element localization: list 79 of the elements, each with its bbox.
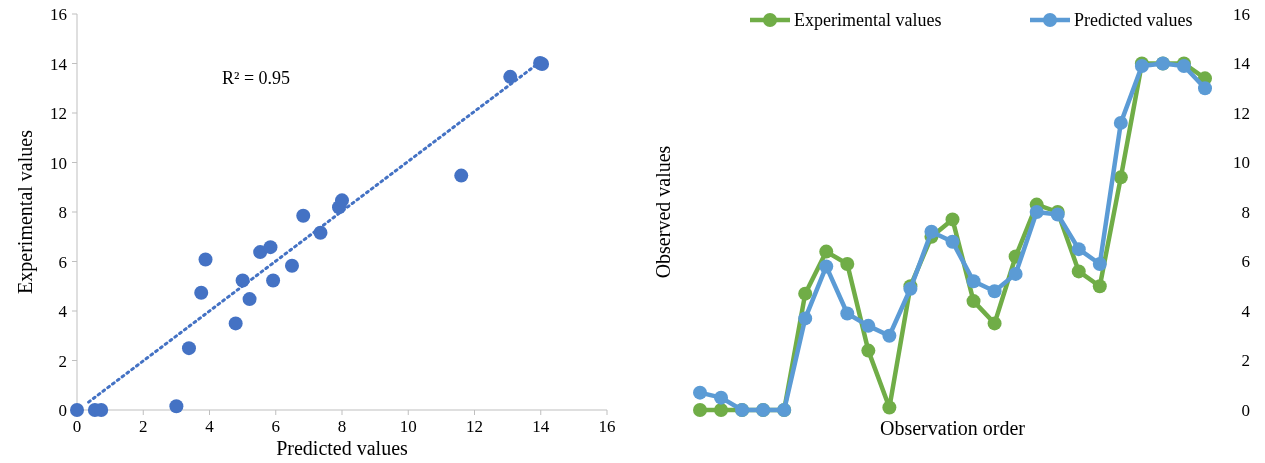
point	[198, 252, 213, 267]
y-tick-label: 8	[1241, 202, 1250, 222]
point	[798, 286, 813, 301]
point	[819, 244, 834, 259]
point	[1008, 266, 1023, 281]
y-tick-label: 16	[1233, 4, 1250, 24]
point	[1092, 279, 1107, 294]
point	[924, 224, 939, 239]
point	[263, 240, 278, 255]
point	[840, 256, 855, 271]
point	[284, 258, 299, 273]
point	[1113, 115, 1128, 130]
point	[194, 285, 209, 300]
point	[840, 306, 855, 321]
y-tick-label: 14	[1233, 54, 1251, 73]
y-tick-label: 16	[50, 5, 67, 24]
y-tick-label: 12	[1233, 103, 1250, 123]
point	[945, 212, 960, 227]
y-tick-label: 6	[58, 252, 67, 272]
point	[454, 168, 469, 183]
point	[169, 399, 184, 414]
point	[1071, 242, 1086, 257]
x-tick-label: 16	[598, 417, 616, 436]
y-tick-label: 8	[58, 203, 67, 222]
point	[266, 273, 281, 288]
point	[819, 259, 834, 274]
y-tick-label: 4	[58, 302, 68, 321]
y-tick-label: 4	[1241, 301, 1251, 321]
y-tick-label: 12	[50, 104, 67, 123]
legend-label: Experimental values	[794, 10, 942, 30]
point	[798, 311, 813, 326]
y-tick-label: 10	[1233, 153, 1250, 172]
point	[693, 403, 707, 417]
point	[714, 390, 729, 405]
x-tick-label: 6	[271, 417, 280, 436]
annotation: R² = 0.95	[222, 68, 291, 88]
x-tick-label: 10	[399, 417, 417, 436]
point	[1029, 205, 1044, 219]
y-tick-label: 0	[1241, 400, 1250, 420]
point	[253, 245, 268, 260]
y-tick-label: 0	[58, 401, 67, 420]
point	[1198, 81, 1212, 96]
x-tick-label: 0	[72, 417, 82, 436]
x-tick-label: 8	[337, 417, 347, 436]
x-tick-label: 14	[532, 417, 550, 436]
x-axis-title: Observation order	[880, 417, 1026, 439]
point	[693, 385, 707, 400]
y-tick-label: 6	[1241, 252, 1250, 271]
x-tick-label: 4	[205, 417, 215, 436]
x-tick-label: 2	[139, 417, 148, 436]
point	[1071, 264, 1086, 279]
point	[882, 400, 897, 415]
point	[228, 316, 243, 331]
point	[181, 341, 196, 356]
point	[242, 292, 257, 307]
point	[945, 234, 960, 249]
x-axis-title: Predicted values	[276, 437, 409, 459]
point	[296, 208, 311, 223]
y-tick-label: 2	[1241, 351, 1250, 370]
point	[714, 403, 729, 417]
y-tick-label: 10	[50, 153, 67, 173]
point	[966, 294, 981, 309]
point	[335, 193, 349, 208]
legend-label: Predicted values	[1074, 10, 1193, 30]
point	[70, 403, 84, 417]
point	[1092, 256, 1107, 271]
point	[987, 284, 1002, 299]
point	[861, 343, 876, 358]
point	[987, 316, 1002, 331]
y-tick-label: 14	[50, 54, 68, 74]
y-axis-title: Observed values	[652, 145, 674, 279]
point	[1113, 170, 1128, 185]
point	[882, 328, 897, 343]
point	[503, 69, 518, 84]
point	[861, 318, 876, 333]
point	[966, 274, 981, 289]
y-axis-title: Experimental values	[14, 129, 37, 294]
x-tick-label: 12	[466, 417, 483, 436]
y-tick-label: 2	[58, 351, 67, 371]
